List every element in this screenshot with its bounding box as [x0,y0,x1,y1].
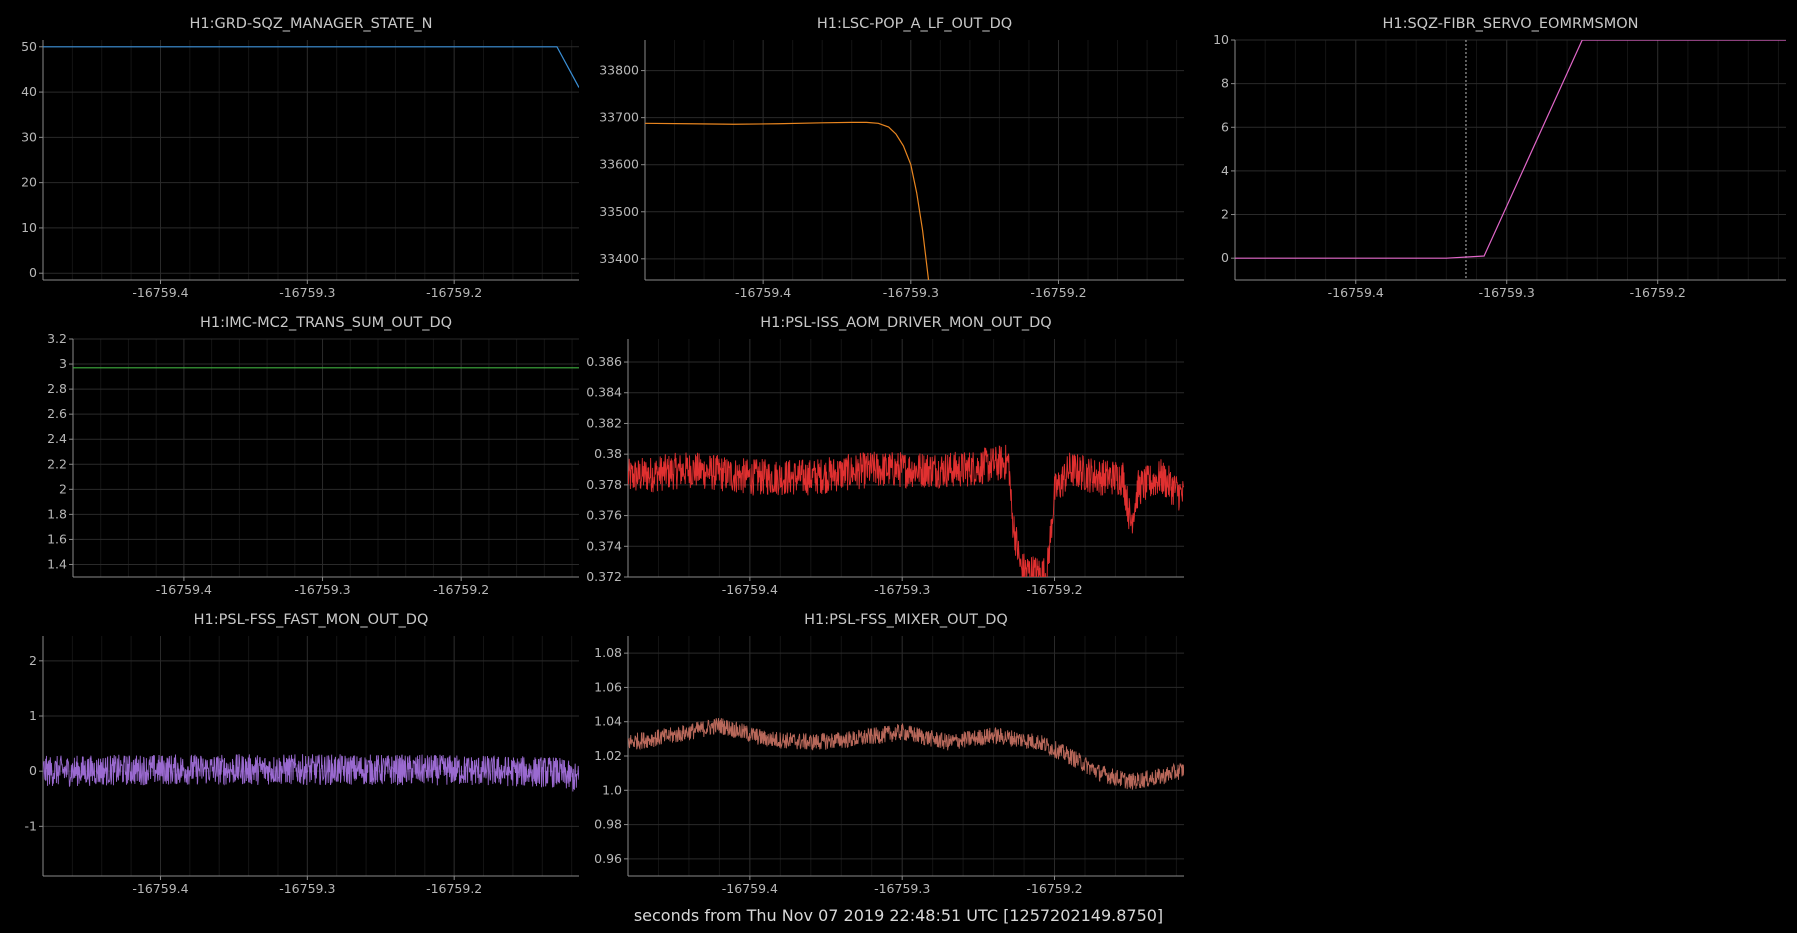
x-tick-label: -16759.2 [1630,285,1686,300]
y-tick-label: 0.374 [586,538,622,553]
y-tick-label: 2.2 [47,456,67,471]
y-tick-label: 33800 [599,63,639,78]
y-tick-label: 1.08 [594,645,622,660]
y-tick-label: 0 [29,265,37,280]
series-line [628,444,1184,577]
x-tick-label: -16759.3 [883,285,939,300]
chart-title: H1:PSL-ISS_AOM_DRIVER_MON_OUT_DQ [760,315,1051,331]
y-tick-label: 2 [29,653,37,668]
y-tick-label: 1.0 [602,782,622,797]
x-tick-label: -16759.4 [735,285,791,300]
x-tick-label: -16759.4 [1328,285,1384,300]
x-tick-label: -16759.4 [132,881,188,896]
y-tick-label: -1 [25,818,37,833]
y-tick-label: 0.96 [594,851,622,866]
y-tick-label: 33600 [599,157,639,172]
chart-panel-p1: H1:GRD-SQZ_MANAGER_STATE_N -16759.4 -16759… [21,16,579,300]
x-tick-label: -16759.2 [1026,582,1082,597]
y-tick-label: 0.386 [586,354,622,369]
chart-title: H1:PSL-FSS_FAST_MON_OUT_DQ [194,612,429,628]
y-tick-label: 30 [21,129,37,144]
series-line [43,754,579,792]
y-tick-label: 40 [21,84,37,99]
x-tick-label: -16759.3 [294,582,350,597]
series-line [628,718,1184,790]
chart-title: H1:GRD-SQZ_MANAGER_STATE_N [189,16,432,32]
y-tick-label: 0 [29,763,37,778]
x-tick-label: -16759.3 [279,881,335,896]
chart-panel-p3: H1:SQZ-FIBR_SERVO_EOMRMSMON -16759.4 -1675… [1213,16,1786,300]
y-tick-label: 33500 [599,204,639,219]
x-tick-label: -16759.3 [874,881,930,896]
y-tick-label: 1.04 [594,714,622,729]
x-tick-label: -16759.3 [874,582,930,597]
series-line [645,121,930,280]
chart-title: H1:LSC-POP_A_LF_OUT_DQ [817,16,1012,32]
y-tick-label: 2.4 [47,431,67,446]
series-line [1235,40,1786,259]
x-tick-label: -16759.4 [722,582,778,597]
chart-title: H1:IMC-MC2_TRANS_SUM_OUT_DQ [200,315,452,331]
y-tick-label: 1 [29,708,37,723]
y-tick-label: 8 [1221,76,1229,91]
y-tick-label: 2 [1221,207,1229,222]
y-tick-label: 1.6 [47,531,67,546]
series-line [43,46,579,88]
y-tick-label: 20 [21,175,37,190]
y-tick-label: 0.376 [586,508,622,523]
chart-panel-p4: H1:IMC-MC2_TRANS_SUM_OUT_DQ -16759.4 -1675… [47,315,579,597]
chart-title: H1:SQZ-FIBR_SERVO_EOMRMSMON [1382,16,1638,32]
x-tick-label: -16759.2 [426,285,482,300]
x-tick-label: -16759.3 [1479,285,1535,300]
x-tick-label: -16759.4 [722,881,778,896]
chart-panel-p2: H1:LSC-POP_A_LF_OUT_DQ -16759.4 -16759.3 -1… [599,16,1184,300]
y-tick-label: 0.372 [586,569,622,584]
y-tick-label: 0.382 [586,415,622,430]
y-tick-label: 0.38 [594,446,622,461]
y-tick-label: 1.06 [594,679,622,694]
x-tick-label: -16759.2 [426,881,482,896]
chart-panel-p5: H1:PSL-ISS_AOM_DRIVER_MON_OUT_DQ -16759.4… [586,315,1184,597]
y-tick-label: 2.6 [47,406,67,421]
x-tick-label: -16759.4 [132,285,188,300]
y-tick-label: 4 [1221,163,1229,178]
y-tick-label: 33400 [599,251,639,266]
y-tick-label: 0.98 [594,817,622,832]
y-tick-label: 2.8 [47,381,67,396]
y-tick-label: 10 [1213,32,1229,47]
y-tick-label: 1.4 [47,556,67,571]
y-tick-label: 0 [1221,250,1229,265]
x-tick-label: -16759.2 [1030,285,1086,300]
x-tick-label: -16759.2 [1026,881,1082,896]
x-tick-label: -16759.4 [156,582,212,597]
y-tick-label: 3.2 [47,331,67,346]
y-tick-label: 2 [59,481,67,496]
y-tick-label: 1.02 [594,748,622,763]
y-tick-label: 6 [1221,119,1229,134]
y-tick-label: 33700 [599,110,639,125]
chart-panel-p7: H1:PSL-FSS_MIXER_OUT_DQ -16759.4 -16759.3 -… [594,612,1184,896]
y-tick-label: 1.8 [47,506,67,521]
y-tick-label: 0.384 [586,385,622,400]
y-tick-label: 3 [59,356,67,371]
y-tick-label: 0.378 [586,477,622,492]
y-tick-label: 10 [21,220,37,235]
x-tick-label: -16759.3 [279,285,335,300]
y-tick-label: 50 [21,39,37,54]
chart-title: H1:PSL-FSS_MIXER_OUT_DQ [804,612,1008,628]
x-tick-label: -16759.2 [433,582,489,597]
chart-panel-p6: H1:PSL-FSS_FAST_MON_OUT_DQ -16759.4 -16759… [25,612,579,896]
x-axis-caption: seconds from Thu Nov 07 2019 22:48:51 UT… [633,906,1164,925]
